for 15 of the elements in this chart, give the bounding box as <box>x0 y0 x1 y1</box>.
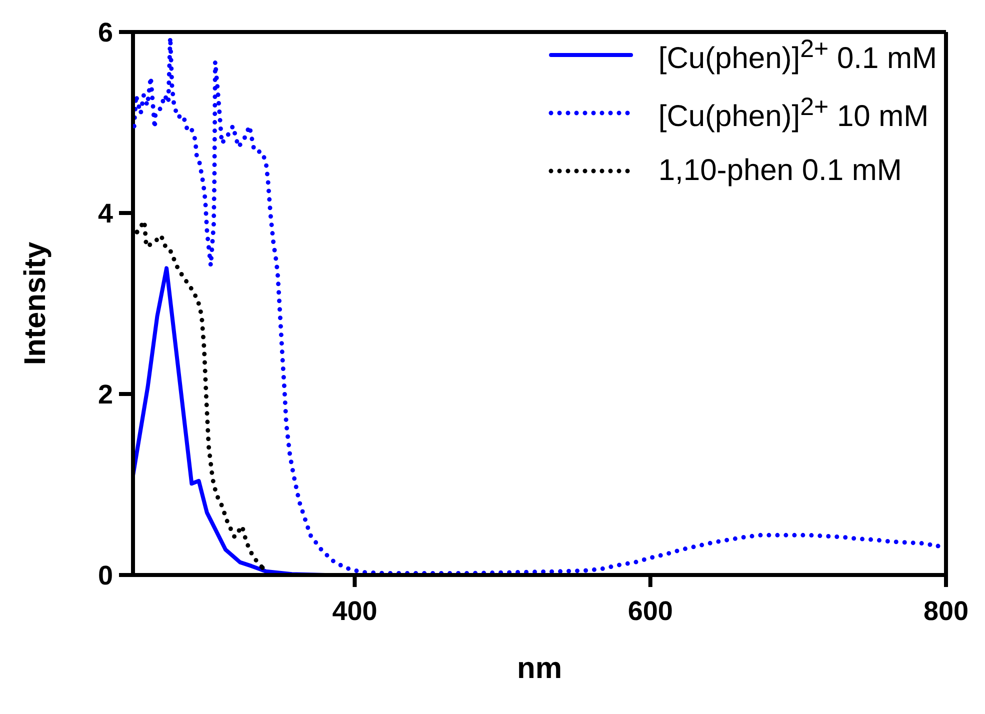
y-tick-label: 2 <box>98 380 113 410</box>
x-tick-label: 600 <box>628 596 673 626</box>
y-tick-label: 0 <box>98 560 113 591</box>
y-tick-label: 6 <box>98 18 113 48</box>
x-tick-label: 800 <box>923 596 969 626</box>
x-tick-label: 400 <box>332 596 378 626</box>
y-tick-label: 4 <box>98 198 113 229</box>
legend-label: 1,10-phen 0.1 mM <box>658 154 902 188</box>
legend-label: [Cu(phen)]$^{2+}$ 0.1 mM <box>658 34 937 76</box>
y-axis-title: Intensity <box>18 242 52 366</box>
point <box>260 566 265 570</box>
x-axis-title: nm <box>517 652 562 685</box>
legend-label: [Cu(phen)]$^{2+}$ 10 mM <box>658 92 929 134</box>
point <box>936 544 940 548</box>
point <box>134 230 140 234</box>
